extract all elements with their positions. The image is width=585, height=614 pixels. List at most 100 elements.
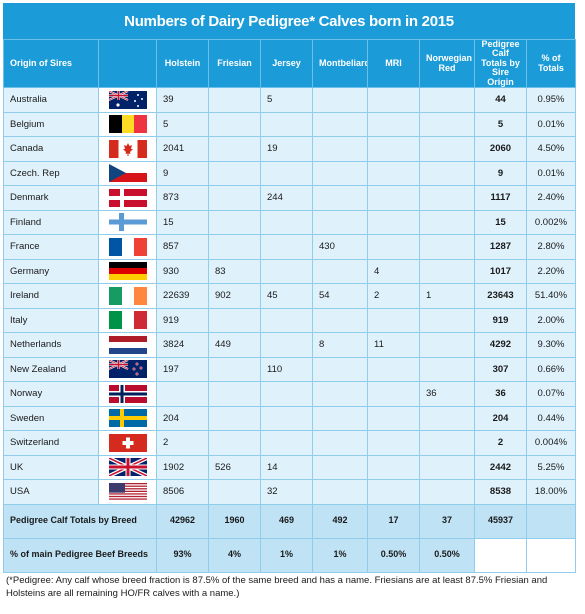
country-name: Denmark [3, 185, 99, 211]
friesian-share: 4% [208, 537, 261, 573]
table-row: Germany 930 83 4 1017 2.20% [3, 258, 576, 285]
montbeliarde-cell [312, 136, 368, 162]
montbeliarde-cell [312, 356, 368, 383]
pct-cell: 0.07% [526, 381, 576, 407]
holstein-cell: 2 [156, 430, 209, 456]
table-row: Switzerland 2 2 0.004% [3, 430, 576, 456]
friesian-total: 1960 [208, 503, 261, 539]
share-row-label: % of main Pedigree Beef Breeds [3, 537, 157, 573]
friesian-cell [208, 405, 261, 432]
country-name: Sweden [3, 405, 99, 432]
total-cell: 2 [474, 430, 527, 456]
norwegian-red-cell [419, 136, 475, 162]
norwegian-red-cell [419, 356, 475, 383]
grand-total-pct [526, 503, 576, 539]
country-name: Czech. Rep [3, 160, 99, 187]
sweden-flag-icon [98, 405, 157, 432]
friesian-cell [208, 87, 261, 113]
jersey-cell: 110 [260, 356, 313, 383]
norwegian-red-cell [419, 332, 475, 358]
totals-by-breed-row: Pedigree Calf Totals by Breed 42962 1960 46… [3, 503, 576, 539]
jersey-cell [260, 430, 313, 456]
holstein-cell: 2041 [156, 136, 209, 162]
jersey-share: 1% [260, 537, 313, 573]
friesian-cell [208, 209, 261, 236]
country-name: Belgium [3, 111, 99, 138]
footnote: (*Pedigree: Any calf whose breed fractio… [6, 575, 548, 599]
norway-flag-icon [98, 381, 157, 407]
mri-cell [367, 185, 420, 211]
mri-cell [367, 307, 420, 334]
country-name: Italy [3, 307, 99, 334]
friesian-cell [208, 160, 261, 187]
jersey-cell [260, 209, 313, 236]
total-cell: 2442 [474, 454, 527, 481]
montbeliarde-cell: 54 [312, 283, 368, 309]
holstein-cell: 204 [156, 405, 209, 432]
germany-flag-icon [98, 258, 157, 285]
table-row: Czech. Rep 9 9 0.01% [3, 160, 576, 187]
friesian-cell [208, 430, 261, 456]
pct-cell: 9.30% [526, 332, 576, 358]
header-totals: Pedigree Calf Totals by Sire Origin [474, 38, 527, 89]
montbeliarde-cell [312, 381, 368, 407]
friesian-cell: 449 [208, 332, 261, 358]
header-flag [98, 38, 157, 89]
norwegian-red-cell [419, 111, 475, 138]
montbeliarde-cell: 8 [312, 332, 368, 358]
header-jersey: Jersey [260, 38, 313, 89]
montbeliarde-cell [312, 479, 368, 505]
pct-cell: 0.44% [526, 405, 576, 432]
pct-cell: 2.80% [526, 234, 576, 260]
montbeliarde-cell [312, 454, 368, 481]
country-name: Netherlands [3, 332, 99, 358]
country-name: Ireland [3, 283, 99, 309]
friesian-cell [208, 185, 261, 211]
norwegian-red-cell [419, 209, 475, 236]
holstein-cell: 919 [156, 307, 209, 334]
grand-total: 45937 [474, 503, 527, 539]
holstein-cell: 857 [156, 234, 209, 260]
norwegian-red-cell [419, 185, 475, 211]
empty-cell [474, 537, 527, 573]
norwegian-red-total: 37 [419, 503, 475, 539]
table-row: Netherlands 3824 449 8 11 4292 9.30% [3, 332, 576, 358]
newzealand-flag-icon [98, 356, 157, 383]
australia-flag-icon [98, 87, 157, 113]
montbeliarde-cell [312, 258, 368, 285]
mri-cell [367, 454, 420, 481]
totals-row-label: Pedigree Calf Totals by Breed [3, 503, 157, 539]
norwegian-red-cell [419, 430, 475, 456]
friesian-cell [208, 136, 261, 162]
total-cell: 36 [474, 381, 527, 407]
country-name: New Zealand [3, 356, 99, 383]
table-row: USA 8506 32 8538 18.00% [3, 479, 576, 505]
calves-table: Origin of Sires Holstein Friesian Jersey… [3, 38, 576, 573]
norwegian-red-cell [419, 454, 475, 481]
holstein-cell: 930 [156, 258, 209, 285]
total-cell: 919 [474, 307, 527, 334]
montbeliarde-cell: 430 [312, 234, 368, 260]
norwegian-red-share: 0.50% [419, 537, 475, 573]
norwegian-red-cell: 1 [419, 283, 475, 309]
jersey-cell [260, 111, 313, 138]
jersey-cell [260, 160, 313, 187]
table-title: Numbers of Dairy Pedigree* Calves born i… [3, 3, 575, 39]
mri-share: 0.50% [367, 537, 420, 573]
finland-flag-icon [98, 209, 157, 236]
mri-cell [367, 430, 420, 456]
canada-flag-icon [98, 136, 157, 162]
ireland-flag-icon [98, 283, 157, 309]
country-name: Canada [3, 136, 99, 162]
header-montbeliarde: Montbeliarde [312, 38, 368, 89]
table-row: Australia 39 5 44 0.95% [3, 87, 576, 113]
jersey-cell: 32 [260, 479, 313, 505]
friesian-cell [208, 307, 261, 334]
table-row: Finland 15 15 0.002% [3, 209, 576, 236]
norwegian-red-cell [419, 307, 475, 334]
norwegian-red-cell [419, 405, 475, 432]
france-flag-icon [98, 234, 157, 260]
jersey-cell: 5 [260, 87, 313, 113]
header-norwegian-red: Norwegian Red [419, 38, 475, 89]
mri-cell [367, 209, 420, 236]
